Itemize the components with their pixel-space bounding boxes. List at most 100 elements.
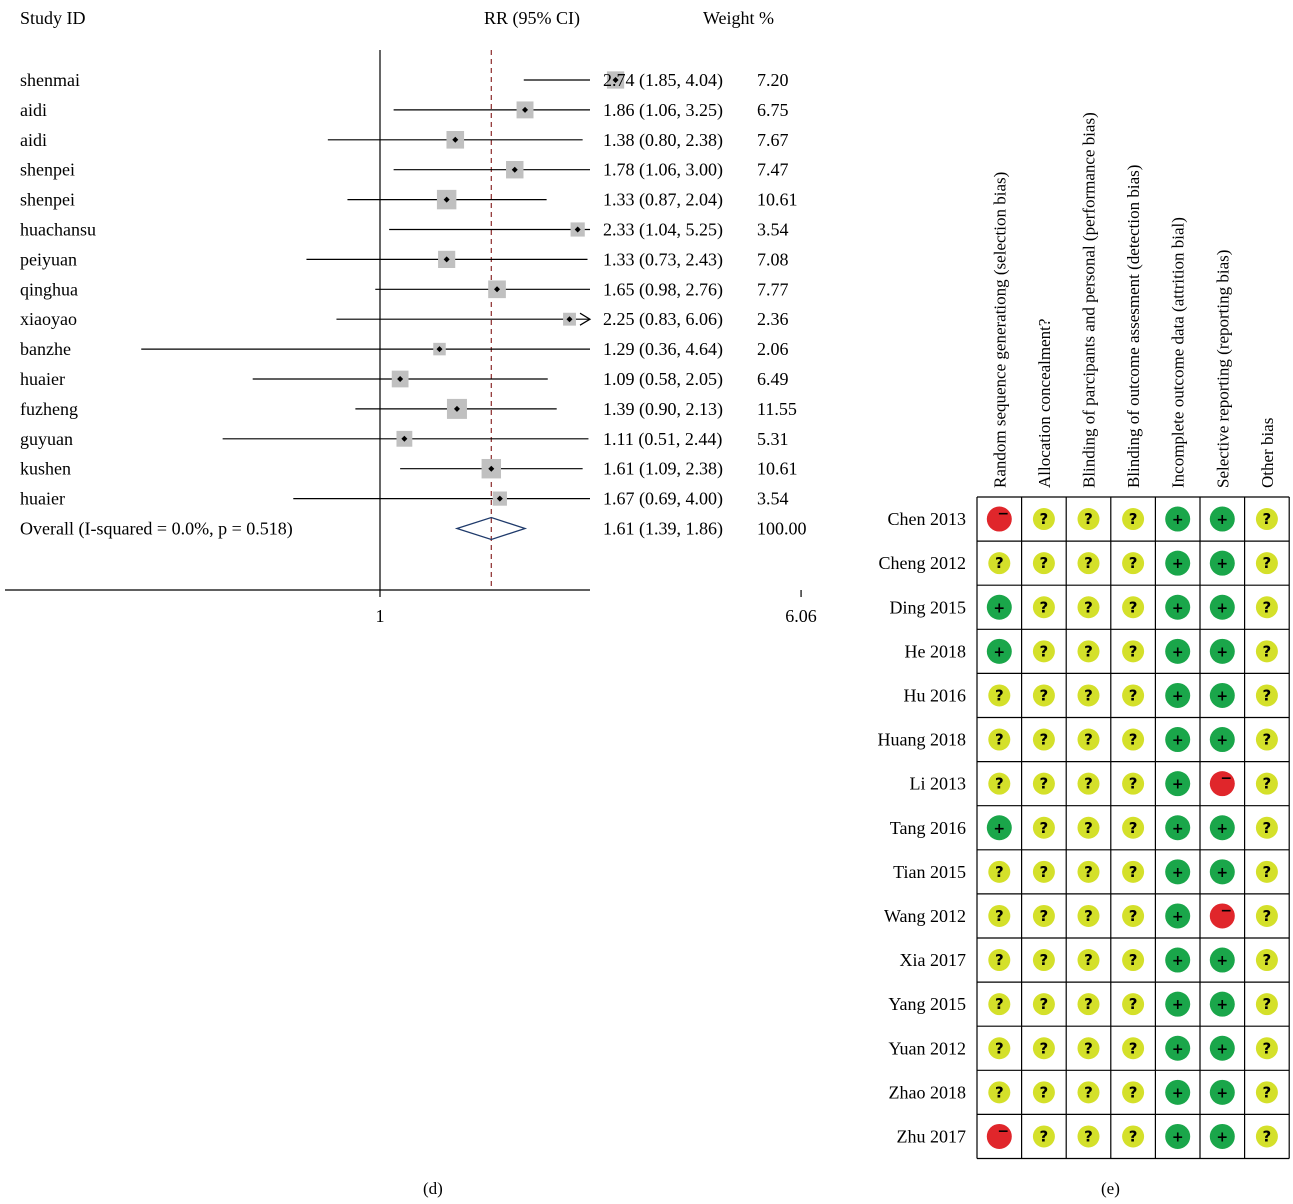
- forest-marks: [141, 50, 625, 590]
- weight-value: 11.55: [757, 399, 797, 419]
- bias-rating-symbol: +: [1216, 644, 1228, 660]
- weight-value: 7.77: [757, 279, 789, 299]
- bias-study-name: Ding 2015: [890, 597, 967, 617]
- bias-rating-unclear: [988, 860, 1011, 883]
- bias-rating-unclear: [1122, 552, 1145, 575]
- bias-rating-unclear: [1122, 816, 1145, 839]
- study-name: aidi: [20, 130, 47, 150]
- bias-rating-unclear: [1032, 1125, 1055, 1148]
- bias-rating-symbol: +: [1172, 953, 1184, 969]
- bias-rating-symbol: +: [1216, 512, 1228, 528]
- forest-plot: Study ID RR (95% CI) Weight % shenmai 2.7…: [5, 8, 817, 1198]
- bias-rating-symbol: +: [1216, 821, 1228, 837]
- bias-rating-symbol: ?: [1263, 1039, 1272, 1057]
- bias-rating-symbol: ?: [1040, 642, 1049, 660]
- study-name: kushen: [20, 459, 71, 479]
- bias-study-name: Xia 2017: [900, 950, 967, 970]
- bias-rating-symbol: ?: [1263, 951, 1272, 969]
- bias-rating-unclear: [1255, 684, 1278, 707]
- bias-rating-symbol: ?: [1040, 1083, 1049, 1101]
- bias-domain-header: Random sequence generationg (selection b…: [990, 172, 1009, 488]
- bias-rating-low: [1165, 727, 1191, 753]
- bias-rating-unclear: [988, 684, 1011, 707]
- point-estimate: [397, 376, 404, 382]
- bias-rating-low: [1165, 1035, 1191, 1061]
- bias-rating-symbol: ?: [1263, 819, 1272, 837]
- bias-rating-symbol: ?: [1129, 554, 1138, 572]
- bias-rating-symbol: +: [1172, 688, 1184, 704]
- bias-rating-low: [1165, 594, 1191, 620]
- forest-rows: shenmai 2.74 (1.85, 4.04) 7.20 aidi 1.86 (1.…: [20, 70, 807, 540]
- bias-rating-symbol: ?: [1263, 775, 1272, 793]
- bias-rating-symbol: ?: [995, 863, 1004, 881]
- bias-rating-symbol: +: [1216, 953, 1228, 969]
- bias-rating-symbol: +: [1172, 600, 1184, 616]
- bias-rating-symbol: ?: [1040, 907, 1049, 925]
- bias-rating-low: [1209, 1123, 1235, 1149]
- bias-rating-low: [986, 815, 1012, 841]
- bias-rating-low: [1209, 947, 1235, 973]
- overall-weight: 100.00: [757, 519, 807, 539]
- bias-domain-header: Incomplete outcome data (attrition bial): [1169, 217, 1188, 488]
- bias-rating-unclear: [1032, 1081, 1055, 1104]
- point-estimate: [443, 256, 450, 263]
- bias-rating-symbol: ?: [1129, 1083, 1138, 1101]
- bias-rating-symbol: ?: [1129, 731, 1138, 749]
- bias-rating-symbol: ?: [1129, 598, 1138, 616]
- study-name: huachansu: [20, 220, 96, 240]
- weight-value: 5.31: [757, 429, 789, 449]
- bias-rating-symbol: +: [1216, 556, 1228, 572]
- bias-rating-low: [1165, 815, 1191, 841]
- bias-rating-symbol: ?: [1040, 1127, 1049, 1145]
- bias-rating-unclear: [1255, 816, 1278, 839]
- bias-rating-unclear: [1032, 1037, 1055, 1060]
- bias-domain-header: Allocation concealment?: [1035, 319, 1054, 488]
- study-name: huaier: [20, 369, 65, 389]
- bias-rating-unclear: [1032, 684, 1055, 707]
- bias-study-name: Hu 2016: [904, 685, 967, 705]
- bias-rating-unclear: [1122, 993, 1145, 1016]
- bias-rating-symbol: +: [1172, 865, 1184, 881]
- bias-rating-unclear: [1032, 993, 1055, 1016]
- bias-rating-symbol: +: [1172, 909, 1184, 925]
- bias-study-name: Yuan 2012: [889, 1038, 967, 1058]
- bias-rating-symbol: +: [1172, 733, 1184, 749]
- bias-rating-unclear: [1255, 728, 1278, 751]
- bias-rating-unclear: [1077, 1037, 1100, 1060]
- bias-rating-unclear: [988, 728, 1011, 751]
- bias-rating-symbol: ?: [1129, 775, 1138, 793]
- bias-study-name: Zhao 2018: [889, 1082, 966, 1102]
- bias-rating-unclear: [1077, 772, 1100, 795]
- bias-rating-low: [1209, 727, 1235, 753]
- bias-rating-unclear: [1077, 684, 1100, 707]
- weight-header: Weight %: [703, 8, 774, 28]
- bias-rating-high: [986, 506, 1012, 532]
- bias-rating-unclear: [1122, 904, 1145, 927]
- bias-rating-unclear: [988, 1081, 1011, 1104]
- bias-rating-symbol: +: [1216, 1041, 1228, 1057]
- point-estimate: [511, 166, 518, 173]
- bias-rating-symbol: ?: [1084, 995, 1093, 1013]
- bias-rating-low: [1209, 991, 1235, 1017]
- bias-rating-symbol: +: [1172, 556, 1184, 572]
- bias-rating-symbol: −: [997, 506, 1009, 522]
- bias-rating-unclear: [1255, 949, 1278, 972]
- point-estimate: [496, 495, 503, 502]
- bias-rating-unclear: [1077, 949, 1100, 972]
- bias-rating-unclear: [1122, 508, 1145, 531]
- rr-ci-value: 1.61 (1.09, 2.38): [603, 459, 723, 480]
- point-estimate: [574, 226, 581, 233]
- point-estimate: [522, 106, 529, 113]
- bias-rating-low: [986, 594, 1012, 620]
- rr-ci-header: RR (95% CI): [484, 8, 580, 29]
- bias-rating-unclear: [1122, 1125, 1145, 1148]
- bias-rating-symbol: ?: [995, 995, 1004, 1013]
- bias-rating-symbol: ?: [995, 1039, 1004, 1057]
- bias-study-name: Tang 2016: [890, 818, 966, 838]
- bias-rating-unclear: [1255, 1081, 1278, 1104]
- bias-rating-unclear: [1122, 728, 1145, 751]
- bias-rating-symbol: ?: [1129, 686, 1138, 704]
- bias-rating-symbol: ?: [1084, 819, 1093, 837]
- bias-rating-symbol: ?: [1084, 1039, 1093, 1057]
- bias-rating-low: [1209, 1079, 1235, 1105]
